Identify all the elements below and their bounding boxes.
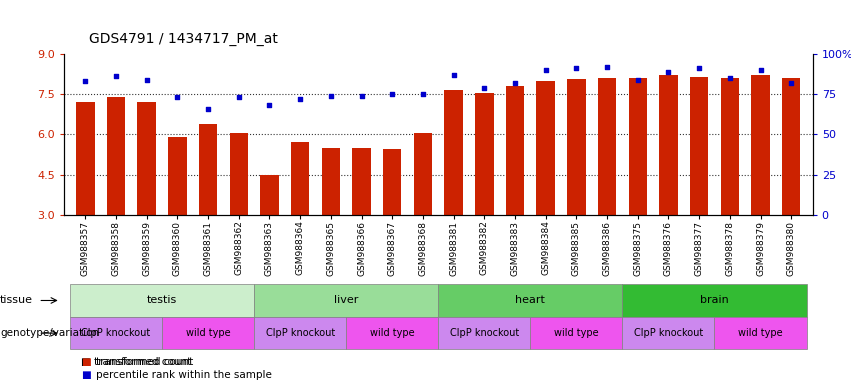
Text: wild type: wild type	[554, 328, 599, 338]
Point	[140, 76, 153, 83]
Point	[109, 73, 123, 79]
Point	[661, 68, 675, 74]
Text: brain: brain	[700, 295, 728, 306]
Text: ClpP knockout: ClpP knockout	[266, 328, 334, 338]
Point	[723, 75, 737, 81]
Text: ClpP knockout: ClpP knockout	[634, 328, 703, 338]
Bar	[138, 102, 156, 215]
Bar	[291, 142, 310, 215]
Bar	[162, 317, 254, 349]
Point	[263, 102, 277, 108]
Text: heart: heart	[516, 295, 545, 306]
Point	[539, 67, 552, 73]
Bar	[622, 284, 807, 317]
Text: GDS4791 / 1434717_PM_at: GDS4791 / 1434717_PM_at	[89, 32, 278, 46]
Bar	[168, 137, 186, 215]
Bar	[782, 78, 801, 215]
Bar	[475, 93, 494, 215]
Bar	[444, 90, 463, 215]
Bar	[106, 97, 125, 215]
Point	[324, 93, 338, 99]
Text: wild type: wild type	[738, 328, 783, 338]
Bar	[530, 317, 622, 349]
Text: genotype/variation: genotype/variation	[0, 328, 99, 338]
Text: ■: ■	[81, 356, 90, 367]
Point	[416, 91, 430, 97]
Bar	[414, 133, 432, 215]
Point	[202, 106, 215, 112]
Bar	[629, 78, 647, 215]
Text: liver: liver	[334, 295, 358, 306]
Text: wild type: wild type	[186, 328, 231, 338]
Bar	[715, 317, 807, 349]
Bar	[322, 148, 340, 215]
Bar	[438, 284, 622, 317]
Bar	[536, 81, 555, 215]
Bar	[70, 284, 254, 317]
Bar	[254, 284, 438, 317]
Bar	[260, 175, 278, 215]
Bar	[76, 102, 94, 215]
Point	[693, 65, 706, 71]
Bar	[346, 317, 438, 349]
Point	[78, 78, 92, 84]
Bar	[230, 133, 248, 215]
Bar	[505, 86, 524, 215]
Bar	[751, 75, 770, 215]
Bar	[567, 79, 585, 215]
Point	[508, 80, 522, 86]
Text: ClpP knockout: ClpP knockout	[449, 328, 519, 338]
Text: tissue: tissue	[0, 295, 33, 306]
Text: wild type: wild type	[370, 328, 414, 338]
Point	[785, 80, 798, 86]
Point	[569, 65, 583, 71]
Bar	[383, 149, 402, 215]
Bar	[721, 78, 739, 215]
Bar	[438, 317, 530, 349]
Bar	[70, 317, 162, 349]
Bar	[199, 124, 217, 215]
Bar	[254, 317, 346, 349]
Point	[355, 93, 368, 99]
Text: ■: ■	[81, 370, 90, 381]
Point	[754, 67, 768, 73]
Text: testis: testis	[147, 295, 177, 306]
Text: percentile rank within the sample: percentile rank within the sample	[96, 370, 272, 381]
Point	[386, 91, 399, 97]
Point	[170, 94, 184, 100]
Text: ■ transformed count: ■ transformed count	[81, 356, 191, 367]
Point	[294, 96, 307, 102]
Point	[631, 76, 644, 83]
Text: transformed count: transformed count	[96, 356, 193, 367]
Bar	[622, 317, 715, 349]
Text: ClpP knockout: ClpP knockout	[82, 328, 151, 338]
Bar	[598, 78, 616, 215]
Point	[447, 72, 460, 78]
Bar	[690, 76, 708, 215]
Bar	[660, 75, 677, 215]
Point	[477, 84, 491, 91]
Point	[600, 64, 614, 70]
Point	[232, 94, 246, 100]
Bar	[352, 148, 371, 215]
